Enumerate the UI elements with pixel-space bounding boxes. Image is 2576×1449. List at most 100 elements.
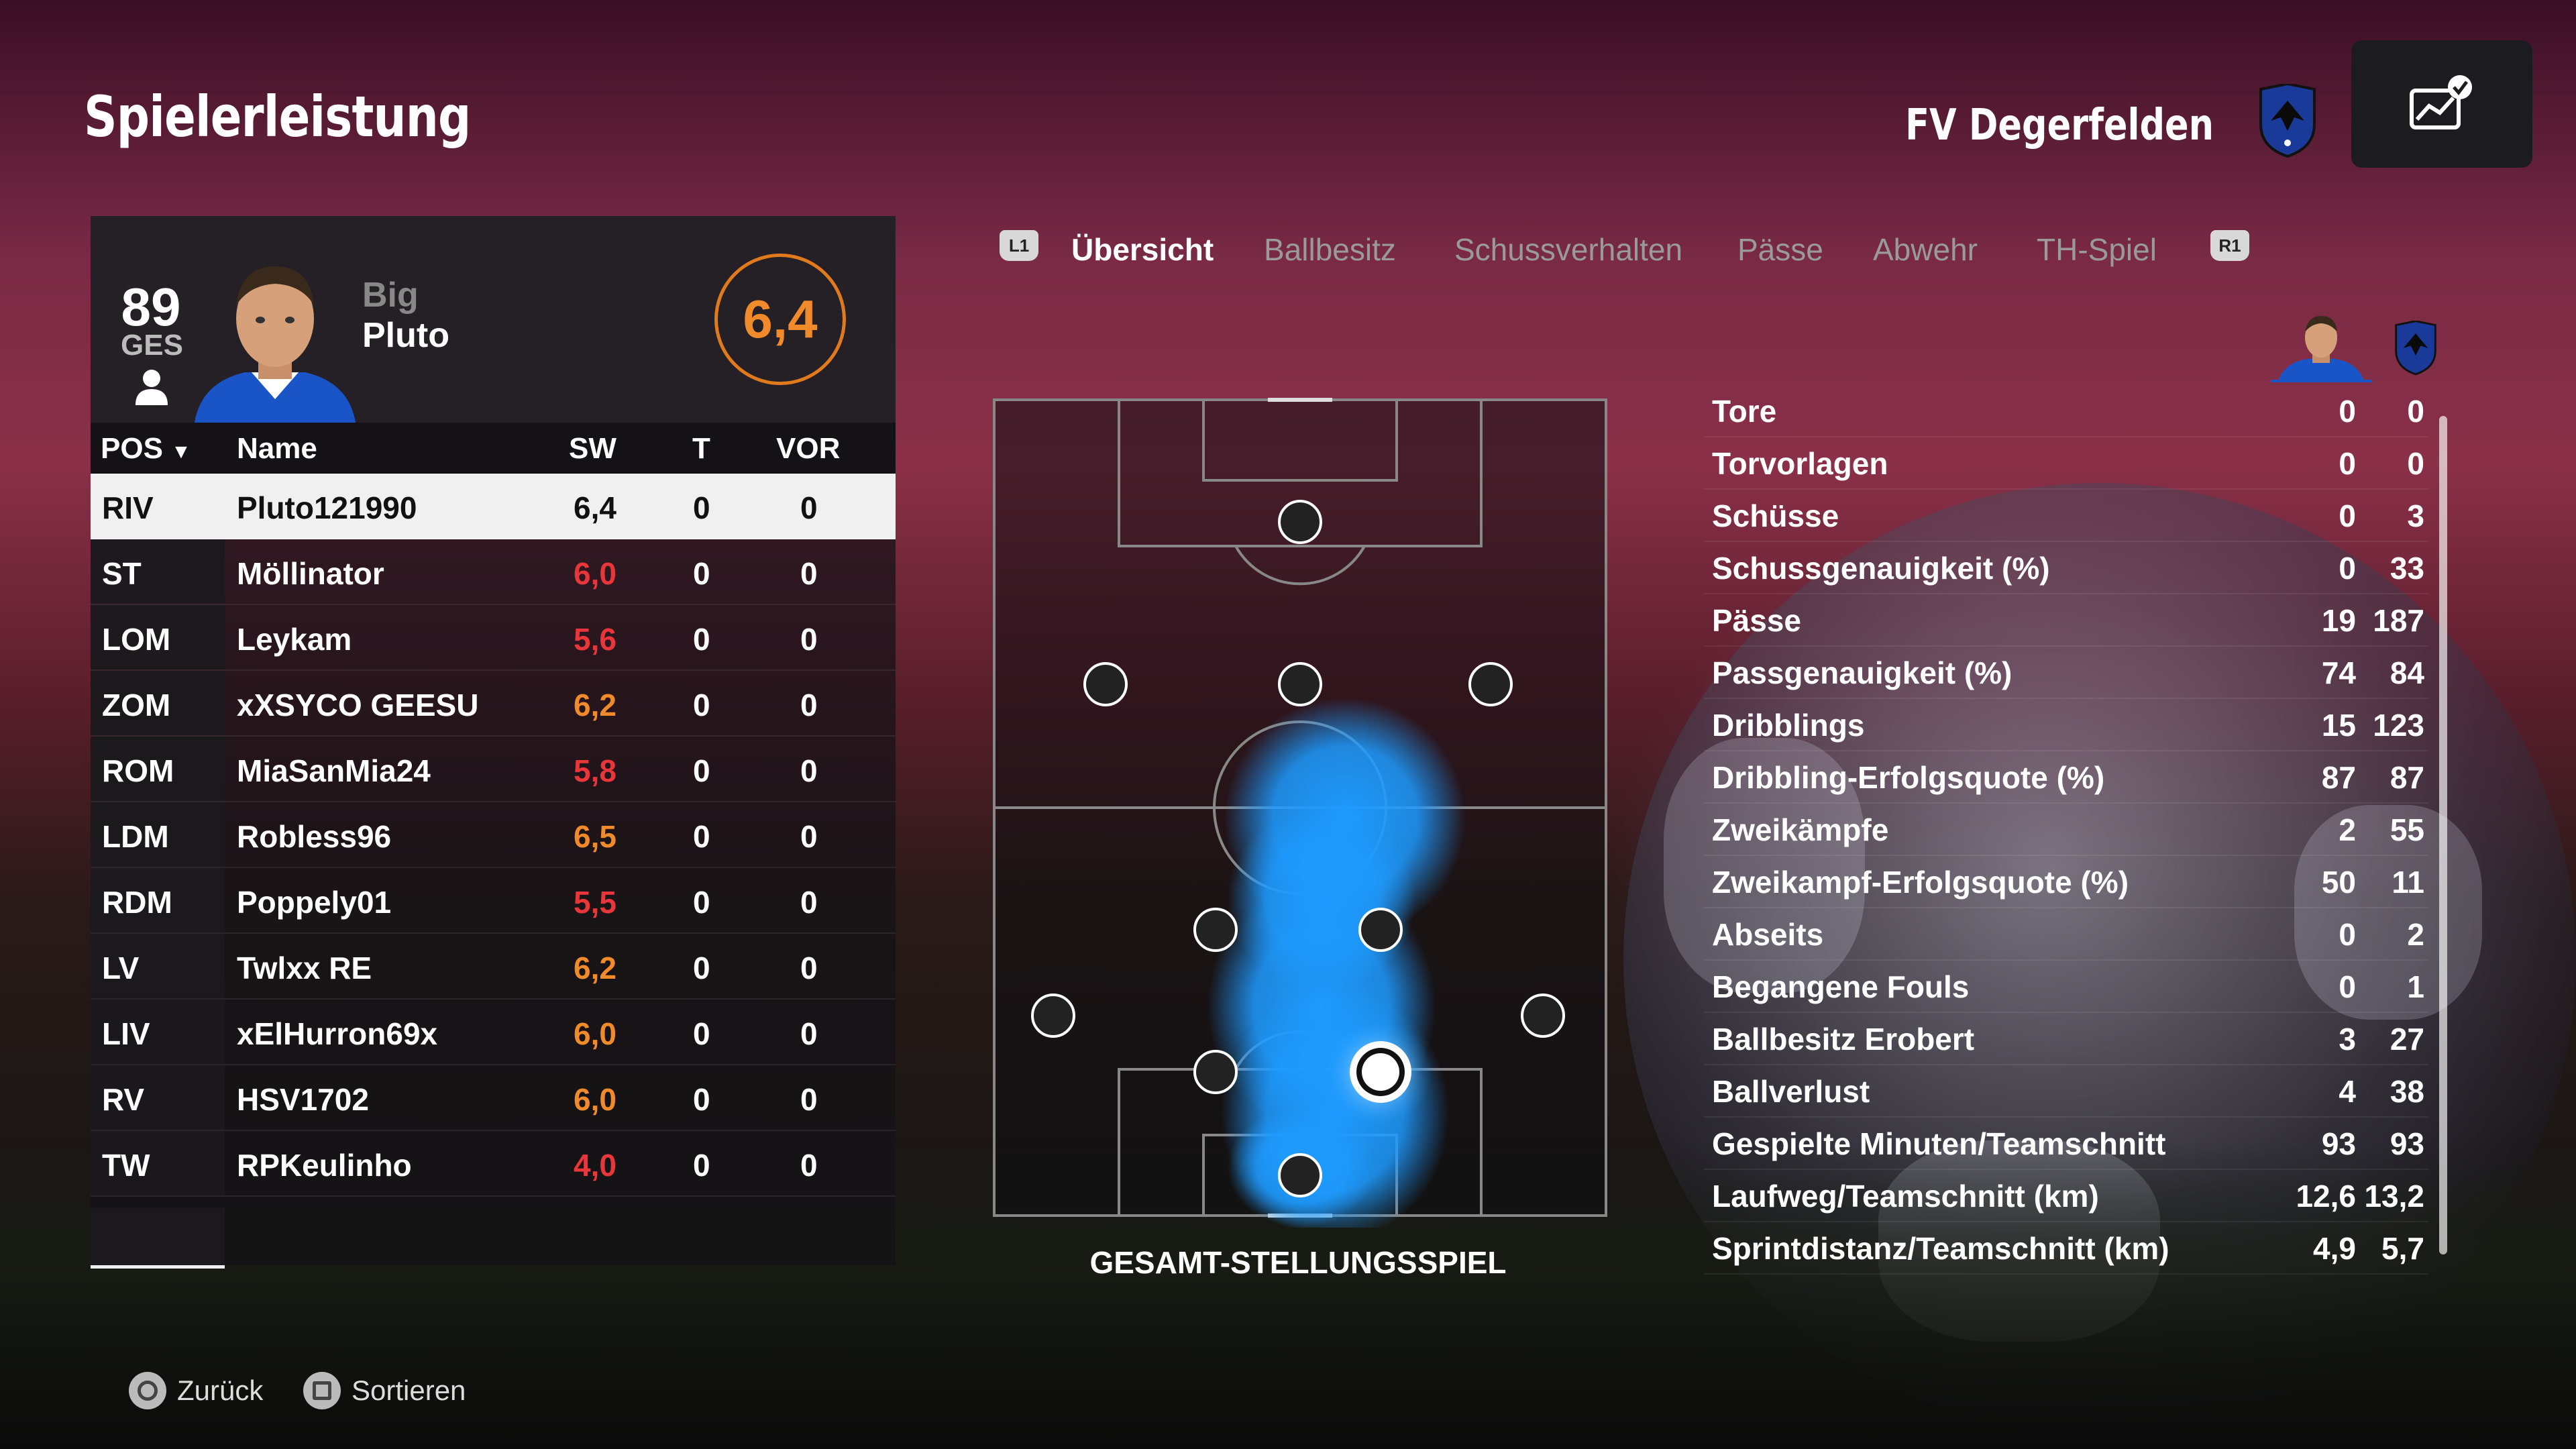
- pos-cell-bg: [91, 1000, 225, 1064]
- stat-row: Zweikampf-Erfolgsquote (%) 50 11: [1704, 855, 2428, 908]
- player-rating-circle: 6,4: [714, 254, 846, 385]
- stat-team-value: 55: [2390, 812, 2424, 847]
- pos-cell-bg: [91, 737, 225, 801]
- page-title: Spielerleistung: [84, 84, 471, 150]
- tab-ballbesitz[interactable]: Ballbesitz: [1264, 232, 1396, 267]
- table-row[interactable]: LIV xElHurron69x 6,0 0 0: [91, 1000, 896, 1065]
- table-header: POS ▼ Name SW T VOR: [91, 423, 896, 474]
- stat-label: Ballverlust: [1712, 1074, 1870, 1109]
- row-assists: 0: [800, 885, 818, 920]
- table-row[interactable]: LOM Leykam 5,6 0 0: [91, 605, 896, 671]
- stat-row: Laufweg/Teamschnitt (km) 12,6 13,2: [1704, 1169, 2428, 1222]
- stat-player-value: 15: [2321, 708, 2356, 743]
- row-goals: 0: [693, 688, 710, 722]
- stat-team-value: 5,7: [2381, 1231, 2424, 1266]
- tab-abwehr[interactable]: Abwehr: [1873, 232, 1978, 267]
- team-stats-crest-icon: [2395, 321, 2436, 376]
- tab-uebersicht[interactable]: Übersicht: [1071, 232, 1214, 267]
- row-player-name: xXSYCO GEESU: [237, 688, 479, 722]
- pos-cell-bg: [91, 802, 225, 867]
- table-row[interactable]: LV Twlxx RE 6,2 0 0: [91, 934, 896, 1000]
- stat-label: Schussgenauigkeit (%): [1712, 551, 2050, 586]
- performance-analysis-button[interactable]: [2351, 40, 2532, 168]
- player-position-markers: [1031, 500, 1565, 1197]
- player-last-name: Pluto: [362, 316, 449, 355]
- pos-cell-bg: [91, 671, 225, 735]
- table-row[interactable]: ST Möllinator 6,0 0 0: [91, 539, 896, 605]
- row-position: RV: [102, 1082, 145, 1117]
- row-player-name: xElHurron69x: [237, 1016, 438, 1051]
- stat-player-value: 0: [2339, 551, 2356, 586]
- column-header-sw[interactable]: SW: [569, 432, 616, 465]
- selected-player-marker-center: [1362, 1053, 1399, 1091]
- pitch-caption: GESAMT-STELLUNGSSPIEL: [1089, 1245, 1507, 1280]
- l1-shoulder-button[interactable]: L1: [1000, 230, 1038, 261]
- stat-team-value: 3: [2407, 498, 2424, 533]
- row-player-name: Leykam: [237, 622, 352, 657]
- stat-team-value: 13,2: [2364, 1179, 2424, 1214]
- stat-label: Ballbesitz Erobert: [1712, 1022, 1975, 1057]
- row-goals: 0: [693, 1148, 710, 1183]
- row-assists: 0: [800, 951, 818, 985]
- square-button-icon: [303, 1372, 341, 1409]
- row-player-name: Poppely01: [237, 885, 392, 920]
- player-rating-value: 6,4: [743, 289, 818, 349]
- row-rating: 6,0: [574, 556, 616, 591]
- stats-scrollbar-thumb[interactable]: [2439, 416, 2447, 1254]
- heatmap-blob: [1208, 698, 1466, 1228]
- row-goals: 0: [693, 1082, 710, 1117]
- team-crest-icon: [2259, 84, 2316, 158]
- stat-row: Torvorlagen 0 0: [1704, 436, 2428, 490]
- stat-row: Dribblings 15 123: [1704, 698, 2428, 751]
- stat-team-value: 1: [2407, 969, 2424, 1004]
- stat-label: Sprintdistanz/Teamschnitt (km): [1712, 1231, 2169, 1266]
- background-ball-patch: [1664, 738, 1865, 993]
- row-assists: 0: [800, 1016, 818, 1051]
- stat-team-value: 84: [2390, 655, 2424, 690]
- stat-label: Torvorlagen: [1712, 446, 1888, 481]
- pos-cell-bg: [91, 605, 225, 669]
- column-header-t[interactable]: T: [692, 432, 710, 465]
- column-header-name[interactable]: Name: [237, 432, 317, 465]
- tab-th-spiel[interactable]: TH-Spiel: [2037, 232, 2157, 267]
- column-header-pos[interactable]: POS ▼: [101, 432, 191, 466]
- row-rating: 6,2: [574, 688, 616, 722]
- table-row[interactable]: ROM MiaSanMia24 5,8 0 0: [91, 737, 896, 802]
- row-goals: 0: [693, 753, 710, 788]
- row-rating: 5,8: [574, 753, 616, 788]
- tab-schussverhalten[interactable]: Schussverhalten: [1454, 232, 1683, 267]
- stat-row: Pässe 19 187: [1704, 593, 2428, 647]
- sort-button-label: Sortieren: [352, 1375, 466, 1406]
- stat-player-value: 4,9: [2313, 1231, 2356, 1266]
- tab-paesse[interactable]: Pässe: [1737, 232, 1823, 267]
- stat-player-value: 12,6: [2296, 1179, 2356, 1214]
- table-row[interactable]: RIV Pluto121990 6,4 0 0: [91, 474, 896, 539]
- person-icon: [136, 370, 168, 405]
- table-row[interactable]: ZOM xXSYCO GEESU 6,2 0 0: [91, 671, 896, 737]
- row-goals: 0: [693, 490, 710, 525]
- table-row[interactable]: RV HSV1702 6,0 0 0: [91, 1065, 896, 1131]
- row-position: LIV: [102, 1016, 150, 1051]
- stat-row: Tore 0 0: [1704, 384, 2428, 437]
- stat-team-value: 33: [2390, 551, 2424, 586]
- table-row[interactable]: RDM Poppely01 5,5 0 0: [91, 868, 896, 934]
- r1-shoulder-button[interactable]: R1: [2210, 230, 2249, 261]
- stat-team-value: 0: [2407, 394, 2424, 429]
- stat-row: Dribbling-Erfolgsquote (%) 87 87: [1704, 750, 2428, 804]
- stat-player-value: 93: [2321, 1126, 2356, 1161]
- row-rating: 6,2: [574, 951, 616, 985]
- sort-button[interactable]: Sortieren: [303, 1372, 466, 1409]
- back-button[interactable]: Zurück: [129, 1372, 263, 1409]
- column-header-vor[interactable]: VOR: [776, 432, 841, 465]
- stat-row: Schüsse 0 3: [1704, 488, 2428, 542]
- player-overall-label: GES: [121, 329, 183, 362]
- table-row[interactable]: LDM Robless96 6,5 0 0: [91, 802, 896, 868]
- table-row[interactable]: TW RPKeulinho 4,0 0 0: [91, 1131, 896, 1197]
- stat-team-value: 187: [2373, 603, 2424, 638]
- row-goals: 0: [693, 819, 710, 854]
- row-assists: 0: [800, 688, 818, 722]
- stat-label: Abseits: [1712, 917, 1824, 952]
- row-assists: 0: [800, 753, 818, 788]
- stat-team-value: 123: [2373, 708, 2424, 743]
- player-overall: 89: [121, 277, 181, 337]
